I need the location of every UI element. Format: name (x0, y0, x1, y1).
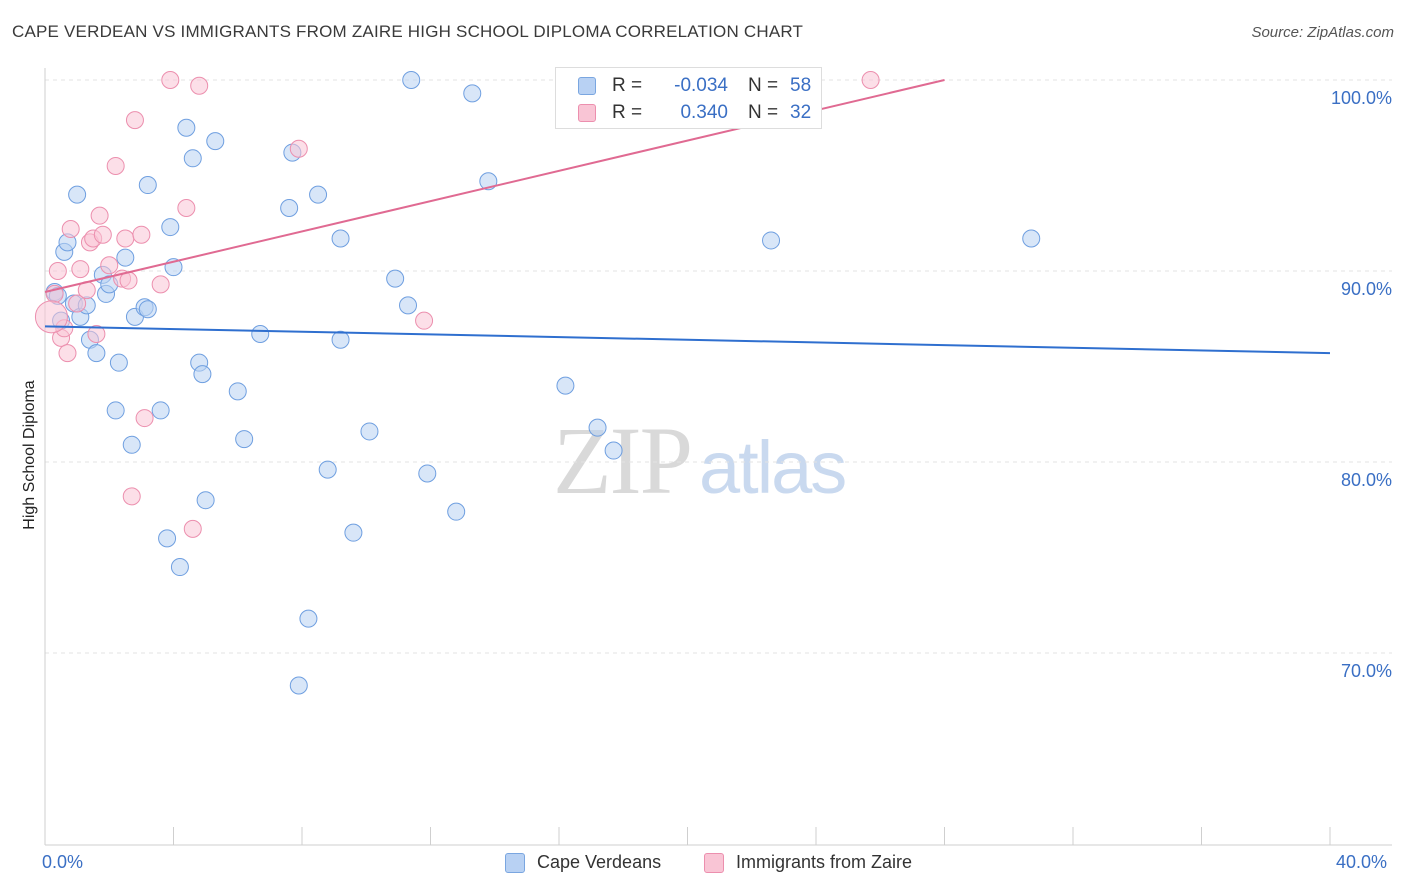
cape-verdean-point (251, 325, 270, 344)
cape-verdean-point (399, 296, 418, 315)
cape-verdean-point (331, 330, 350, 349)
cape-verdean-point (116, 248, 135, 267)
zaire-point (177, 198, 196, 217)
cape-verdean-point (447, 502, 466, 521)
cape-verdean-point (122, 435, 141, 454)
watermark: ZIP atlas (553, 405, 847, 516)
zaire-point (106, 156, 125, 175)
legend-n-label: N = (748, 75, 779, 96)
legend-label-zaire: Immigrants from Zaire (736, 852, 913, 872)
legend-item-zaire[interactable]: Immigrants from Zaire (704, 852, 912, 873)
cape-verdean-point (463, 84, 482, 103)
legend-label-cape-verdeans: Cape Verdeans (537, 852, 662, 872)
cape-verdean-point (299, 609, 318, 628)
cape-verdean-point (604, 441, 623, 460)
cape-verdean-point (138, 300, 157, 319)
y-tick-label-100: 100.0% (1330, 88, 1392, 108)
zaire-point (93, 225, 112, 244)
cape-verdean-point (318, 460, 337, 479)
cape-verdean-point (109, 353, 128, 372)
zaire-point (71, 260, 90, 279)
legend-row-cape-verdeans: R = -0.034 N = 58 (578, 74, 811, 98)
cape-verdean-point (235, 430, 254, 449)
cape-verdean-point (280, 198, 299, 217)
cape-verdean-point (170, 558, 189, 577)
zaire-point (125, 111, 144, 130)
cape-verdean-point (68, 185, 87, 204)
x-tick-label-max: 40.0% (1336, 852, 1388, 872)
legend-r-value: -0.034 (674, 75, 728, 96)
cape-verdean-point (588, 418, 607, 437)
zaire-point (289, 139, 308, 158)
zaire-point (68, 294, 87, 313)
legend-row-zaire: R = 0.340 N = 32 (578, 101, 811, 125)
cape-verdean-point (183, 149, 202, 168)
cape-verdean-point (151, 401, 170, 420)
cape-verdean-point (331, 229, 350, 248)
cape-verdean-point (402, 71, 421, 89)
cape-verdean-point (138, 176, 157, 195)
y-tick-label-80: 80.0% (1340, 470, 1392, 490)
zaire-point (87, 325, 106, 344)
legend-r-label: R = (612, 75, 643, 96)
cape-verdean-point (158, 529, 177, 548)
cape-verdean-point (344, 523, 363, 542)
zaire-point (151, 275, 170, 294)
zaire-point (190, 76, 209, 95)
cape-verdean-point (177, 118, 196, 137)
zaire-point (132, 225, 151, 244)
cape-verdean-point (418, 464, 437, 483)
cape-verdean-point (386, 269, 405, 288)
zaire-point (415, 311, 434, 330)
zaire-point (161, 71, 180, 89)
cape-verdean-point (360, 422, 379, 441)
cape-verdean-point (479, 172, 498, 191)
zaire-point (61, 219, 80, 238)
zaire-point (122, 487, 141, 506)
legend-n-value: 32 (790, 102, 812, 123)
chart-title: CAPE VERDEAN VS IMMIGRANTS FROM ZAIRE HI… (12, 22, 804, 41)
zaire-point (183, 519, 202, 538)
zaire-point (34, 300, 68, 334)
zaire-point (135, 409, 154, 428)
cape-verdean-point (161, 218, 180, 237)
source-credit: Source: ZipAtlas.com (1251, 24, 1394, 41)
cape-verdean-point (196, 491, 215, 510)
watermark-zip: ZIP (553, 407, 693, 514)
legend-r-label: R = (612, 102, 643, 123)
zaire-point (90, 206, 109, 225)
zaire-point (100, 256, 119, 275)
legend-swatch-blue (578, 77, 596, 95)
cape-verdean-point (106, 401, 125, 420)
cape-verdean-point (228, 382, 247, 401)
cape-verdean-point (289, 676, 308, 695)
x-tick-label-min: 0.0% (42, 852, 84, 872)
legend-n-value: 58 (790, 75, 812, 96)
legend-swatch-pink (578, 104, 596, 122)
cape-verdean-point (206, 132, 225, 151)
legend-swatch-zaire (704, 852, 724, 873)
zaire-point (58, 344, 77, 363)
series-legend: Cape Verdeans Immigrants from Zaire (0, 852, 1406, 876)
zaire-point (116, 229, 135, 248)
y-tick-label-70: 70.0% (1340, 661, 1392, 681)
legend-n-label: N = (748, 102, 779, 123)
cape-verdean-point (309, 185, 328, 204)
cape-verdean-point (193, 365, 212, 384)
cape-verdean-point (762, 231, 781, 250)
zaire-point (48, 262, 67, 280)
zaire-point (861, 71, 880, 89)
cape-verdean-point (556, 376, 575, 395)
legend-item-cape-verdeans[interactable]: Cape Verdeans (505, 852, 661, 873)
cape-verdean-trendline (44, 325, 1331, 355)
cape-verdean-point (87, 344, 106, 363)
legend-r-value: 0.340 (680, 102, 728, 123)
watermark-atlas: atlas (699, 426, 847, 509)
legend-swatch-cape-verdeans (505, 852, 525, 873)
correlation-legend: R = -0.034 N = 58 R = 0.340 N = 32 (555, 67, 822, 129)
cape-verdean-point (1022, 229, 1041, 248)
y-tick-label-90: 90.0% (1340, 279, 1392, 299)
